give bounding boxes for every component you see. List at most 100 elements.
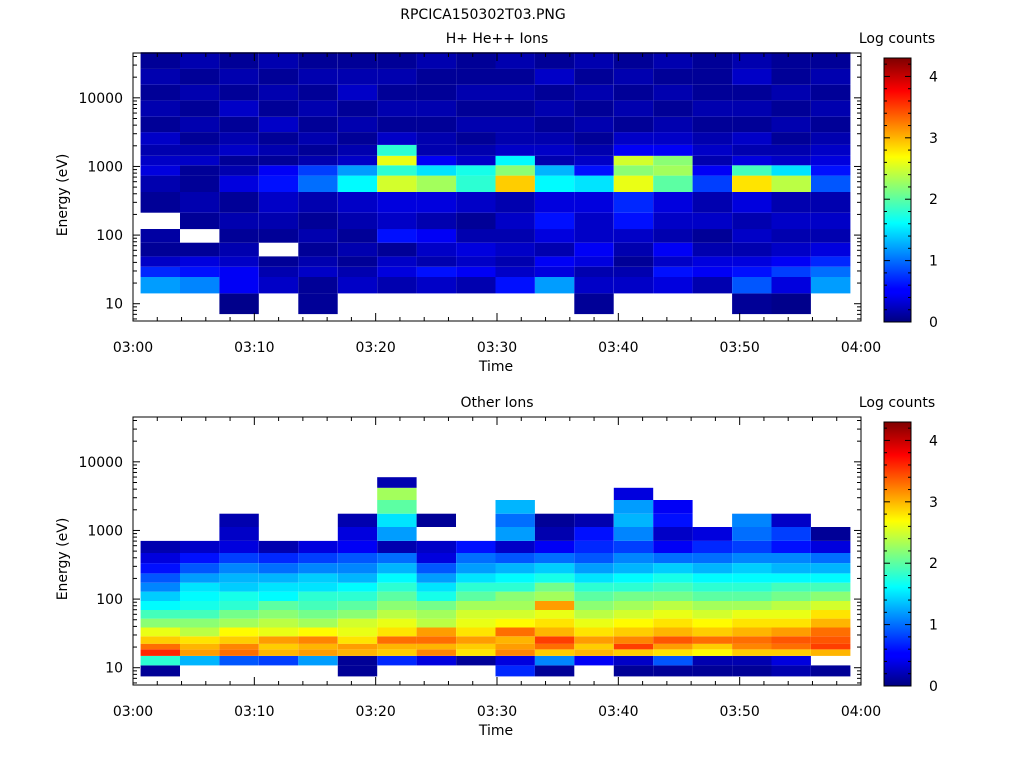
heatmap-cell <box>377 643 417 650</box>
heatmap-cell <box>574 540 614 553</box>
heatmap-cell <box>456 582 496 592</box>
heatmap-cell <box>613 540 654 553</box>
heatmap-cell <box>574 277 614 294</box>
heatmap-cell <box>653 643 693 650</box>
heatmap-cell <box>574 192 614 213</box>
heatmap-cell <box>377 256 417 267</box>
heatmap-cell <box>653 655 693 666</box>
heatmap-cell <box>258 52 299 69</box>
heatmap-cell <box>140 540 180 553</box>
heatmap-cell <box>377 582 417 592</box>
heatmap-cell <box>732 610 772 619</box>
heatmap-cell <box>534 155 575 166</box>
heatmap-cell <box>534 68 575 85</box>
heatmap-cell <box>771 84 811 101</box>
heatmap-cell <box>377 212 417 230</box>
heatmap-cell <box>771 573 811 583</box>
heatmap-cell <box>574 636 614 644</box>
heatmap-cell <box>140 277 180 294</box>
heatmap-cell <box>180 582 220 592</box>
heatmap-cell <box>258 582 299 592</box>
heatmap-cell <box>653 553 693 564</box>
heatmap-cell <box>534 277 575 294</box>
heatmap-cell <box>416 277 456 294</box>
heatmap-cell <box>219 212 259 230</box>
heatmap-cell <box>298 100 338 117</box>
x-axis-label: Time <box>478 723 513 739</box>
heatmap-cell <box>495 52 535 69</box>
heatmap-cell <box>416 636 456 644</box>
heatmap-cell <box>258 212 299 230</box>
heatmap-cell <box>456 52 496 69</box>
colorbar <box>883 421 912 687</box>
heatmap-cell <box>219 582 259 592</box>
heatmap-cell <box>732 52 772 69</box>
heatmap-cell <box>377 573 417 583</box>
heatmap-cell <box>613 573 654 583</box>
heatmap-cell <box>534 655 575 666</box>
heatmap-cell <box>613 68 654 85</box>
heatmap-cell <box>692 582 732 592</box>
heatmap-cell <box>732 553 772 564</box>
heatmap-cell <box>613 582 654 592</box>
heatmap-cell <box>495 84 535 101</box>
heatmap-cell <box>771 563 811 574</box>
heatmap-cell <box>140 610 180 619</box>
heatmap-cell <box>495 563 535 574</box>
heatmap-cell <box>771 540 811 553</box>
x-tick-label: 03:40 <box>598 340 638 356</box>
heatmap-cell <box>732 116 772 133</box>
heatmap-cell <box>416 84 456 101</box>
heatmap-cell <box>653 175 693 192</box>
heatmap-cell <box>534 229 575 243</box>
colorbar-ticks: 0 1 2 3 4 <box>884 427 938 695</box>
heatmap-cell <box>811 277 851 294</box>
heatmap-cell <box>732 229 772 243</box>
heatmap-cell <box>258 155 299 166</box>
heatmap-cell <box>298 610 338 619</box>
heatmap-cell <box>692 277 732 294</box>
heatmap-cell <box>416 649 456 656</box>
heatmap-cell <box>219 610 259 619</box>
heatmap-cell <box>416 116 456 133</box>
heatmap-cell <box>495 643 535 650</box>
heatmap-cell <box>574 563 614 574</box>
heatmap-cell <box>337 100 378 117</box>
heatmap-cell <box>495 229 535 243</box>
heatmap-cell <box>771 175 811 192</box>
heatmap-cell <box>377 563 417 574</box>
heatmap-cell <box>337 553 378 564</box>
heatmap-cell <box>653 665 693 677</box>
heatmap-cell <box>219 563 259 574</box>
heatmap-cell <box>653 610 693 619</box>
heatmap-cell <box>140 192 180 213</box>
heatmap-cell <box>377 553 417 564</box>
heatmap-cell <box>495 266 535 277</box>
heatmap-cell <box>811 116 851 133</box>
heatmap-cell <box>456 266 496 277</box>
heatmap-cell <box>258 100 299 117</box>
heatmap-cell <box>337 563 378 574</box>
heatmap-cell <box>180 553 220 564</box>
heatmap-cell <box>258 643 299 650</box>
heatmap-cell <box>692 649 732 656</box>
heatmap-cell <box>692 256 732 267</box>
heatmap-cell <box>416 553 456 564</box>
heatmap-cell <box>180 116 220 133</box>
heatmap-cell <box>180 627 220 637</box>
heatmap-cell <box>692 175 732 192</box>
heatmap-cell <box>258 591 299 601</box>
heatmap-cell <box>534 591 575 601</box>
heatmap-cell <box>495 627 535 637</box>
heatmap-cell <box>456 540 496 553</box>
heatmap-cell <box>495 618 535 628</box>
heatmap-cell <box>456 132 496 145</box>
heatmap-cell <box>771 627 811 637</box>
heatmap-cell <box>692 573 732 583</box>
heatmap-cell <box>692 192 732 213</box>
heatmap-cell <box>534 540 575 553</box>
y-tick-label: 100 <box>96 228 123 244</box>
heatmap-cell <box>692 266 732 277</box>
heatmap-cell <box>771 155 811 166</box>
heatmap-cell <box>732 277 772 294</box>
